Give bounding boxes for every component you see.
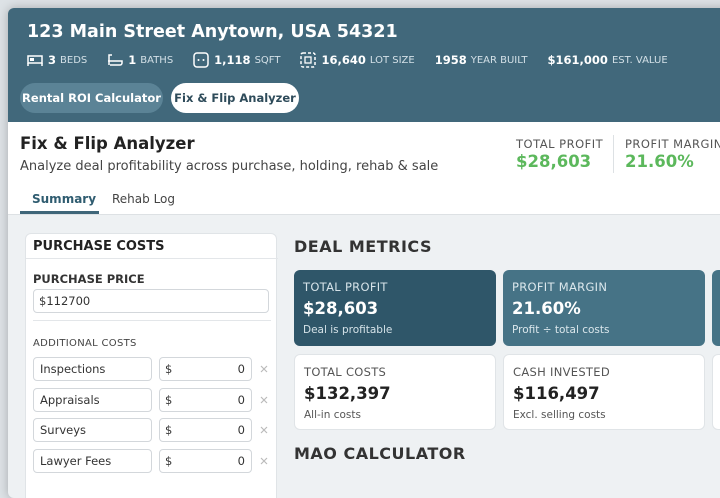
stat: 1958 YEAR BUILT (435, 53, 528, 67)
stat-value: 1,118 (214, 53, 251, 67)
stat: 1,118 SQFT (193, 52, 280, 68)
stats: 3 BEDS 1 BATHS 1,118 SQFT 16,640 LOT SIZE 19… (27, 52, 682, 68)
bath-icon (108, 54, 123, 66)
cost-input[interactable] (159, 387, 252, 412)
cost-name[interactable]: Inspections (33, 357, 152, 381)
metric-label: TOTAL PROFIT (303, 280, 388, 294)
stat-label: BATHS (140, 54, 174, 66)
cost-value: 0 (237, 392, 245, 407)
summary-label: PROFIT MARGIN (625, 137, 720, 151)
section-title: DEAL METRICS (294, 237, 432, 256)
purchase-costs-card: PURCHASE COSTS PURCHASE PRICE $112700 AD… (25, 233, 278, 498)
cost-value: 0 (237, 362, 245, 376)
tab-underline (20, 211, 99, 214)
page-subtitle: Analyze deal profitability across purcha… (20, 159, 439, 174)
remove-icon[interactable] (260, 426, 268, 434)
cost-value: 0 (237, 423, 245, 437)
sqft-icon (193, 52, 209, 68)
stat-value: 16,640 (321, 53, 366, 67)
remove-icon[interactable] (260, 457, 268, 465)
metric-card: PROFIT MARGIN 21.60% Profit ÷ total costs (503, 270, 705, 346)
address: 123 Main Street Anytown, USA 54321 (27, 22, 398, 42)
metric-value: $132,397 (304, 384, 391, 403)
page-title: Fix & Flip Analyzer (20, 134, 195, 153)
stat-label: BEDS (60, 54, 88, 66)
card-title: PURCHASE COSTS (33, 239, 165, 254)
cost-input[interactable] (159, 418, 252, 442)
stat-label: LOT SIZE (369, 54, 415, 66)
stat-label: EST. VALUE (611, 54, 668, 66)
cost-name[interactable]: Lawyer Fees (33, 448, 152, 473)
cost-value: 0 (237, 453, 245, 468)
additional-label: ADDITIONAL COSTS (33, 338, 137, 349)
metric-card: TOTAL COSTS $132,397 All-in costs (294, 354, 496, 430)
lot-icon (300, 52, 317, 68)
remove-icon[interactable] (260, 365, 268, 373)
divider (613, 135, 614, 173)
window: 123 Main Street Anytown, USA 54321 3 BEDS… (8, 8, 720, 498)
summary-value: $28,603 (516, 152, 592, 171)
section-title: MAO CALCULATOR (294, 444, 466, 463)
rental-roi-button[interactable]: Rental ROI Calculator (20, 83, 163, 113)
metric-note: All-in costs (304, 409, 361, 421)
summary-value: 21.60% (625, 152, 694, 171)
header: 123 Main Street Anytown, USA 54321 3 BEDS… (8, 8, 720, 122)
fix-flip-button[interactable]: Fix & Flip Analyzer (171, 83, 299, 113)
metric-label: CASH INVESTED (513, 365, 610, 379)
currency: $ (165, 392, 173, 407)
metric-value: 21.60% (512, 299, 581, 318)
metric-value: $28,603 (303, 299, 379, 318)
divider (33, 320, 271, 321)
price-label: PURCHASE PRICE (33, 272, 145, 286)
remove-icon[interactable] (260, 396, 268, 404)
page: 123 Main Street Anytown, USA 54321 3 BEDS… (8, 8, 720, 498)
stat-value: $161,000 (547, 53, 608, 67)
summary-label: TOTAL PROFIT (516, 137, 604, 151)
currency: $ (165, 362, 173, 376)
metric-card-partial (712, 354, 720, 430)
cost-name[interactable]: Surveys (33, 418, 152, 442)
currency: $ (165, 453, 173, 468)
divider (26, 258, 278, 259)
metric-card-partial (712, 270, 720, 346)
tab-summary[interactable]: Summary (32, 192, 97, 206)
stat: 1 BATHS (107, 53, 173, 67)
stat-value: 1958 (434, 53, 467, 67)
metric-card: TOTAL PROFIT $28,603 Deal is profitable (294, 270, 496, 346)
metric-label: TOTAL COSTS (304, 365, 387, 379)
cost-input[interactable] (159, 357, 252, 381)
metric-value: $116,497 (513, 384, 600, 403)
bed-icon (27, 55, 43, 66)
tab-rehab-log[interactable]: Rehab Log (112, 192, 176, 206)
stat-value: 1 (128, 53, 137, 67)
stat-label: SQFT (254, 54, 281, 66)
metric-note: Excl. selling costs (513, 409, 606, 421)
stat-value: 3 (48, 53, 57, 67)
currency: $ (165, 423, 173, 437)
cost-input[interactable] (159, 448, 252, 473)
price-input[interactable]: $112700 (33, 289, 269, 313)
stat: 3 BEDS (27, 53, 87, 67)
metric-card: CASH INVESTED $116,497 Excl. selling costs (503, 354, 705, 430)
metric-label: PROFIT MARGIN (512, 280, 608, 294)
stat: 16,640 LOT SIZE (300, 52, 415, 68)
cost-name[interactable]: Appraisals (33, 387, 152, 412)
metric-note: Deal is profitable (303, 324, 393, 336)
metric-note: Profit ÷ total costs (512, 324, 610, 336)
stat: $161,000 EST. VALUE (548, 53, 668, 67)
page-header: Fix & Flip Analyzer Analyze deal profita… (8, 122, 720, 215)
stat-label: YEAR BUILT (470, 54, 528, 66)
